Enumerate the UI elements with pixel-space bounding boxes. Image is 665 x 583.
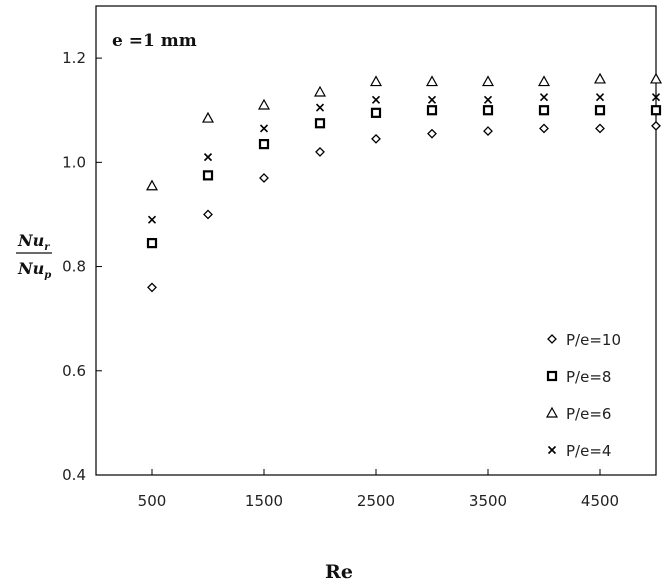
data-point [147, 282, 157, 293]
data-point [370, 107, 382, 118]
legend-label: P/e=6 [566, 405, 611, 423]
data-point [483, 126, 493, 136]
series-square [146, 105, 662, 249]
data-point [369, 75, 383, 87]
data-point [425, 75, 439, 87]
chart-annotation: e =1 mm [112, 31, 197, 51]
data-point [257, 98, 271, 110]
data-point [145, 179, 159, 191]
data-point [481, 75, 495, 87]
legend-marker [545, 406, 559, 418]
legend: P/e=10 P/e=8 P/e=6 P/e=4 [545, 331, 621, 460]
data-point [595, 93, 605, 102]
data-point [538, 105, 550, 116]
legend-label: P/e=10 [566, 331, 621, 349]
data-point [427, 128, 437, 139]
legend-label: P/e=4 [566, 442, 611, 460]
data-point [539, 93, 549, 102]
data-point [649, 72, 663, 84]
data-point [315, 146, 325, 157]
y-tick-label: 0.4 [62, 466, 86, 484]
x-tick-label: 1500 [245, 492, 283, 510]
y-tick-label: 1.0 [62, 153, 86, 171]
x-tick-label: 2500 [357, 492, 395, 510]
data-point [483, 95, 493, 104]
data-point [650, 105, 662, 116]
data-point [315, 103, 325, 112]
data-point [651, 120, 661, 131]
series-x [147, 93, 661, 224]
data-point [258, 138, 270, 150]
x-tick-label: 4500 [581, 492, 619, 510]
y-tick-label: 0.6 [62, 362, 86, 380]
y-tick-label: 0.8 [62, 258, 86, 276]
data-point [203, 153, 213, 162]
x-tick-label: 3500 [469, 492, 507, 510]
legend-label: P/e=8 [566, 368, 611, 386]
series-triangle [145, 72, 663, 191]
data-point [593, 72, 607, 84]
series-diamond [147, 120, 661, 293]
data-point [595, 123, 605, 134]
y-axis-title-numerator: Nur [17, 231, 50, 253]
data-point [203, 209, 213, 220]
data-points [145, 72, 663, 293]
data-point [539, 123, 549, 134]
data-point [313, 85, 327, 97]
data-point [202, 170, 214, 181]
data-point [371, 95, 381, 104]
legend-marker [546, 370, 558, 382]
data-point [537, 75, 551, 87]
legend-marker [547, 334, 557, 344]
data-point [482, 105, 494, 116]
x-tick-label: 500 [138, 492, 167, 510]
data-point [259, 124, 269, 133]
legend-marker [547, 445, 557, 455]
data-point [594, 105, 606, 116]
data-point [147, 215, 157, 224]
data-point [426, 105, 438, 116]
x-axis: 500 1500 2500 3500 4500 [138, 469, 619, 510]
y-axis: 0.4 0.6 0.8 1.0 1.2 [62, 49, 102, 484]
y-tick-label: 1.2 [62, 49, 86, 67]
data-point [371, 133, 381, 144]
data-point [146, 238, 158, 249]
x-axis-title: Re [325, 561, 353, 583]
data-point [259, 173, 269, 183]
y-axis-title: Nur Nup [16, 231, 52, 281]
y-axis-title-denominator: Nup [17, 259, 51, 281]
data-point [427, 95, 437, 104]
data-point [314, 118, 326, 129]
data-point [651, 93, 661, 102]
data-point [201, 111, 215, 123]
